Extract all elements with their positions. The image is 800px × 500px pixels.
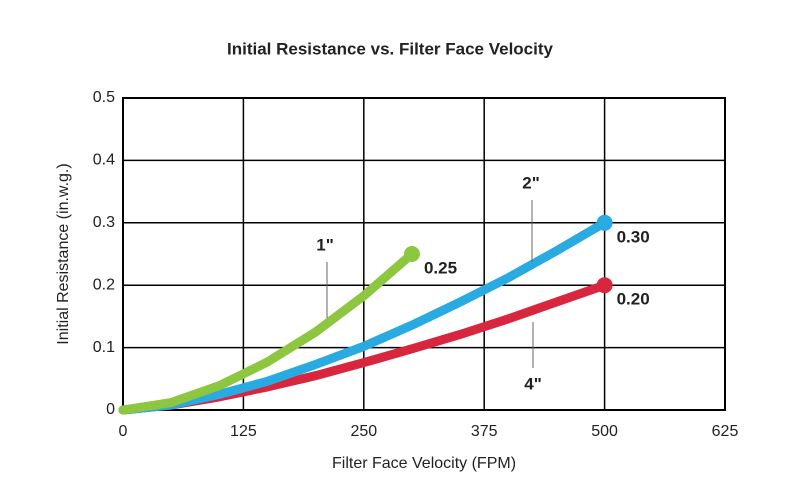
x-tick-label: 625 bbox=[712, 423, 739, 440]
y-tick-label: 0.2 bbox=[93, 276, 115, 293]
y-tick-label: 0.1 bbox=[93, 339, 115, 356]
series-name: 2" bbox=[522, 173, 540, 192]
chart-title: Initial Resistance vs. Filter Face Veloc… bbox=[227, 39, 554, 58]
x-axis-label: Filter Face Velocity (FPM) bbox=[332, 455, 516, 472]
value-label: 0.25 bbox=[424, 258, 457, 277]
end-point bbox=[596, 214, 613, 231]
series-line bbox=[118, 218, 610, 415]
y-axis-label: Initial Resistance (in.w.g.) bbox=[55, 163, 72, 344]
series-name: 1" bbox=[316, 235, 334, 254]
y-tick-label: 0 bbox=[106, 401, 115, 418]
value-label: 0.30 bbox=[617, 227, 650, 246]
plot-frame bbox=[122, 97, 726, 411]
y-tick-label: 0.3 bbox=[93, 214, 115, 231]
value-label: 0.20 bbox=[617, 290, 650, 309]
x-tick-label: 250 bbox=[350, 423, 377, 440]
end-point bbox=[596, 277, 613, 294]
x-tick-label: 125 bbox=[230, 423, 257, 440]
y-tick-label: 0.4 bbox=[93, 152, 115, 169]
series-name: 4" bbox=[524, 374, 542, 393]
x-tick-label: 375 bbox=[471, 423, 498, 440]
x-tick-label: 500 bbox=[591, 423, 618, 440]
series-line bbox=[118, 249, 417, 415]
end-point bbox=[403, 246, 420, 262]
y-tick-label: 0.5 bbox=[93, 89, 115, 106]
x-tick-label: 0 bbox=[119, 423, 128, 440]
